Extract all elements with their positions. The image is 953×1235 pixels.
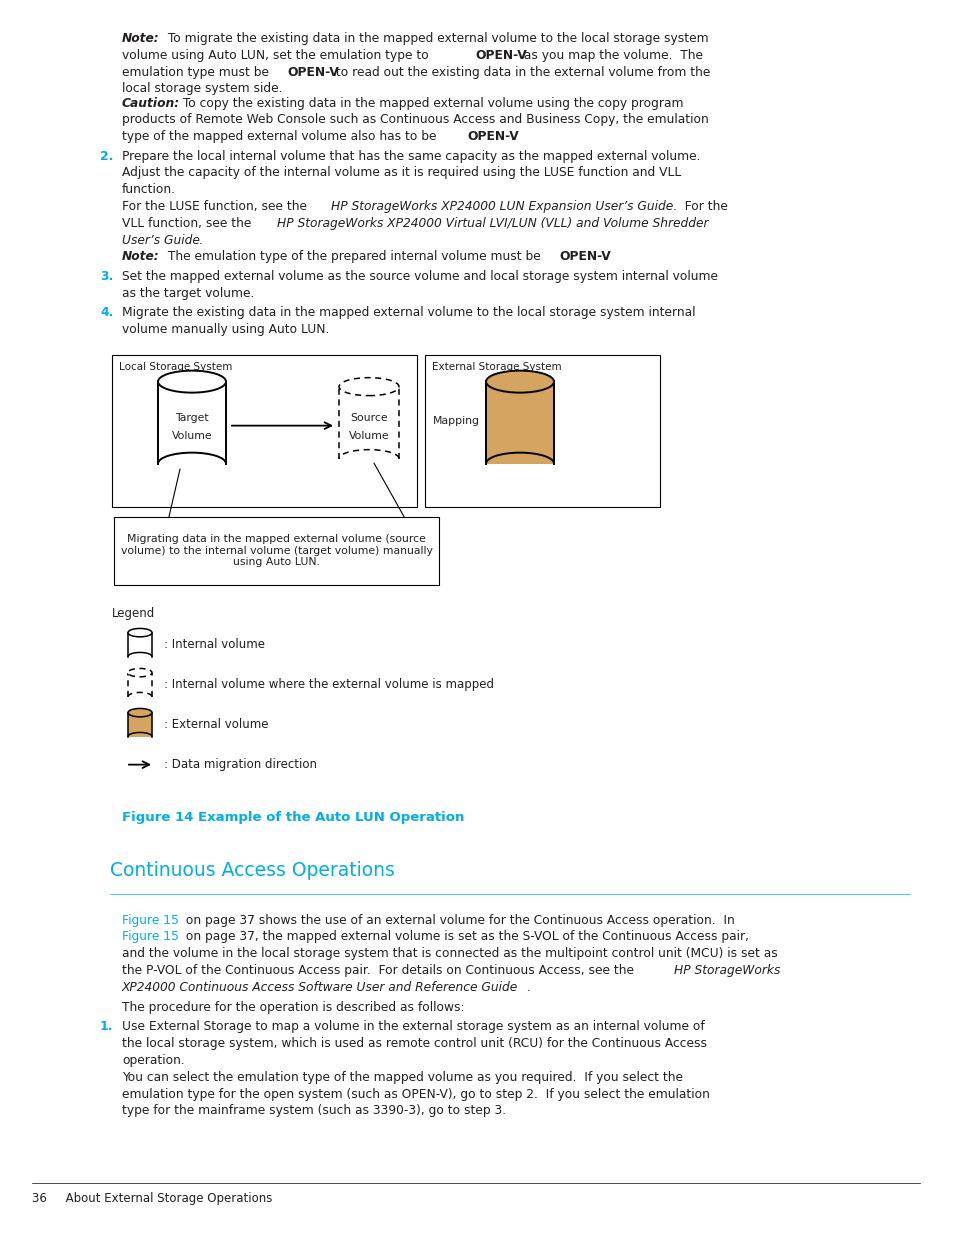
Ellipse shape [338,378,398,395]
Text: You can select the emulation type of the mapped volume as you required.  If you : You can select the emulation type of the… [122,1071,682,1084]
Bar [424,354,659,506]
Text: : Data migration direction: : Data migration direction [164,758,316,771]
Text: HP StorageWorks: HP StorageWorks [673,965,779,977]
Text: : Internal volume: : Internal volume [164,638,265,651]
Text: OPEN-V: OPEN-V [558,251,610,263]
Text: 3.: 3. [100,269,113,283]
Text: OPEN-V: OPEN-V [467,130,518,143]
Text: Prepare the local internal volume that has the same capacity as the mapped exter: Prepare the local internal volume that h… [122,149,700,163]
Bar [112,354,416,506]
Text: local storage system side.: local storage system side. [122,83,282,95]
Text: VLL function, see the: VLL function, see the [122,217,255,230]
Text: OPEN-V: OPEN-V [475,49,527,62]
Text: Mapping: Mapping [433,416,479,426]
Text: operation.: operation. [122,1053,185,1067]
Text: 1.: 1. [100,1020,113,1034]
Text: .: . [526,981,530,994]
Polygon shape [128,673,152,697]
Text: To copy the existing data in the mapped external volume using the copy program: To copy the existing data in the mapped … [179,96,682,110]
Text: and the volume in the local storage system that is connected as the multipoint c: and the volume in the local storage syst… [122,947,777,961]
Text: Set the mapped external volume as the source volume and local storage system int: Set the mapped external volume as the so… [122,269,718,283]
Text: For the LUSE function, see the: For the LUSE function, see the [122,200,311,212]
Text: .: . [602,251,606,263]
Text: HP StorageWorks XP24000 LUN Expansion User’s Guide: HP StorageWorks XP24000 LUN Expansion Us… [331,200,673,212]
Text: on page 37 shows the use of an external volume for the Continuous Access operati: on page 37 shows the use of an external … [182,914,734,926]
Text: Note:: Note: [122,251,159,263]
Text: HP StorageWorks XP24000 Virtual LVI/LUN (VLL) and Volume Shredder: HP StorageWorks XP24000 Virtual LVI/LUN … [276,217,708,230]
Text: .: . [511,130,515,143]
Text: type for the mainframe system (such as 3390-3), go to step 3.: type for the mainframe system (such as 3… [122,1104,506,1118]
Text: OPEN-V: OPEN-V [287,65,339,79]
Ellipse shape [128,668,152,677]
Polygon shape [338,387,398,458]
Text: as you map the volume.  The: as you map the volume. The [519,49,701,62]
Text: 2.: 2. [100,149,113,163]
Text: .: . [199,233,203,247]
Text: emulation type must be: emulation type must be [122,65,273,79]
Text: 36     About External Storage Operations: 36 About External Storage Operations [32,1192,273,1205]
Text: : Internal volume where the external volume is mapped: : Internal volume where the external vol… [164,678,494,692]
Text: The emulation type of the prepared internal volume must be: The emulation type of the prepared inter… [164,251,544,263]
Polygon shape [128,632,152,657]
Text: the local storage system, which is used as remote control unit (RCU) for the Con: the local storage system, which is used … [122,1037,706,1050]
Ellipse shape [128,709,152,716]
Text: Target: Target [175,412,209,422]
Text: User’s Guide: User’s Guide [122,233,200,247]
Text: as the target volume.: as the target volume. [122,287,254,300]
Text: Continuous Access Operations: Continuous Access Operations [110,861,395,879]
Ellipse shape [158,370,226,393]
Text: The procedure for the operation is described as follows:: The procedure for the operation is descr… [122,1002,464,1014]
Text: Volume: Volume [172,431,213,441]
Text: Caution:: Caution: [122,96,180,110]
Text: Figure 14 Example of the Auto LUN Operation: Figure 14 Example of the Auto LUN Operat… [122,810,464,824]
Text: XP24000 Continuous Access Software User and Reference Guide: XP24000 Continuous Access Software User … [122,981,517,994]
Text: Volume: Volume [349,431,389,441]
Text: Source: Source [350,412,388,422]
Text: function.: function. [122,183,175,196]
Text: Note:: Note: [122,32,159,44]
Text: emulation type for the open system (such as OPEN-V), go to step 2.  If you selec: emulation type for the open system (such… [122,1088,709,1100]
Bar [113,516,438,584]
Ellipse shape [128,629,152,637]
Text: Legend: Legend [112,606,155,620]
Polygon shape [128,713,152,736]
Polygon shape [158,382,226,463]
Text: Migrating data in the mapped external volume (source
volume) to the internal vol: Migrating data in the mapped external vo… [120,534,432,567]
Text: Use External Storage to map a volume in the external storage system as an intern: Use External Storage to map a volume in … [122,1020,704,1034]
Text: To migrate the existing data in the mapped external volume to the local storage : To migrate the existing data in the mapp… [164,32,708,44]
Polygon shape [485,382,554,463]
Text: Figure 15: Figure 15 [122,914,179,926]
Text: the P-VOL of the Continuous Access pair.  For details on Continuous Access, see : the P-VOL of the Continuous Access pair.… [122,965,638,977]
Text: products of Remote Web Console such as Continuous Access and Business Copy, the : products of Remote Web Console such as C… [122,114,708,126]
Text: Figure 15: Figure 15 [122,930,179,944]
Text: Adjust the capacity of the internal volume as it is required using the LUSE func: Adjust the capacity of the internal volu… [122,167,680,179]
Ellipse shape [485,370,554,393]
Text: on page 37, the mapped external volume is set as the S-VOL of the Continuous Acc: on page 37, the mapped external volume i… [182,930,748,944]
Text: .  For the: . For the [672,200,727,212]
Text: 4.: 4. [100,306,113,319]
Text: Local Storage System: Local Storage System [119,362,233,372]
Text: External Storage System: External Storage System [432,362,561,372]
Text: Migrate the existing data in the mapped external volume to the local storage sys: Migrate the existing data in the mapped … [122,306,695,319]
Text: volume manually using Auto LUN.: volume manually using Auto LUN. [122,322,329,336]
Text: type of the mapped external volume also has to be: type of the mapped external volume also … [122,130,440,143]
Text: to read out the existing data in the external volume from the: to read out the existing data in the ext… [331,65,709,79]
Text: : External volume: : External volume [164,718,268,731]
Text: volume using Auto LUN, set the emulation type to: volume using Auto LUN, set the emulation… [122,49,432,62]
